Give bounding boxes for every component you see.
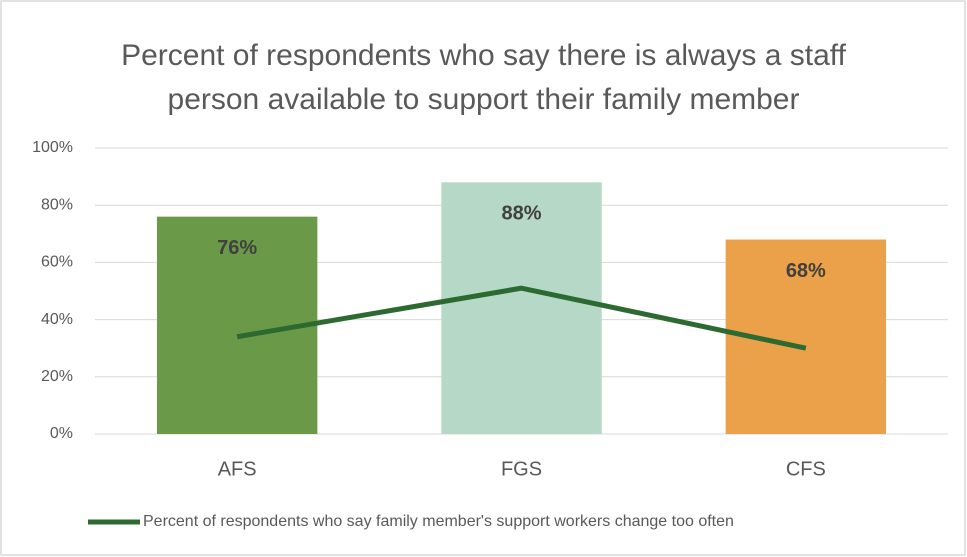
y-tick-label: 60% [41, 254, 73, 271]
y-tick-label: 40% [41, 311, 73, 328]
chart-title: Percent of respondents who say there is … [121, 39, 846, 116]
legend-label: Percent of respondents who say family me… [143, 513, 734, 530]
y-tick-label: 20% [41, 368, 73, 385]
x-tick-label: CFS [786, 458, 826, 480]
y-tick-label: 0% [50, 425, 73, 442]
data-label: 76% [217, 237, 257, 259]
bar [441, 182, 602, 434]
x-tick-label: FGS [501, 458, 542, 480]
data-label: 68% [786, 260, 826, 282]
x-tick-label: AFS [218, 458, 257, 480]
y-tick-label: 100% [32, 139, 73, 156]
y-tick-label: 80% [41, 196, 73, 213]
line-series [236, 285, 807, 351]
data-label: 88% [501, 203, 541, 225]
